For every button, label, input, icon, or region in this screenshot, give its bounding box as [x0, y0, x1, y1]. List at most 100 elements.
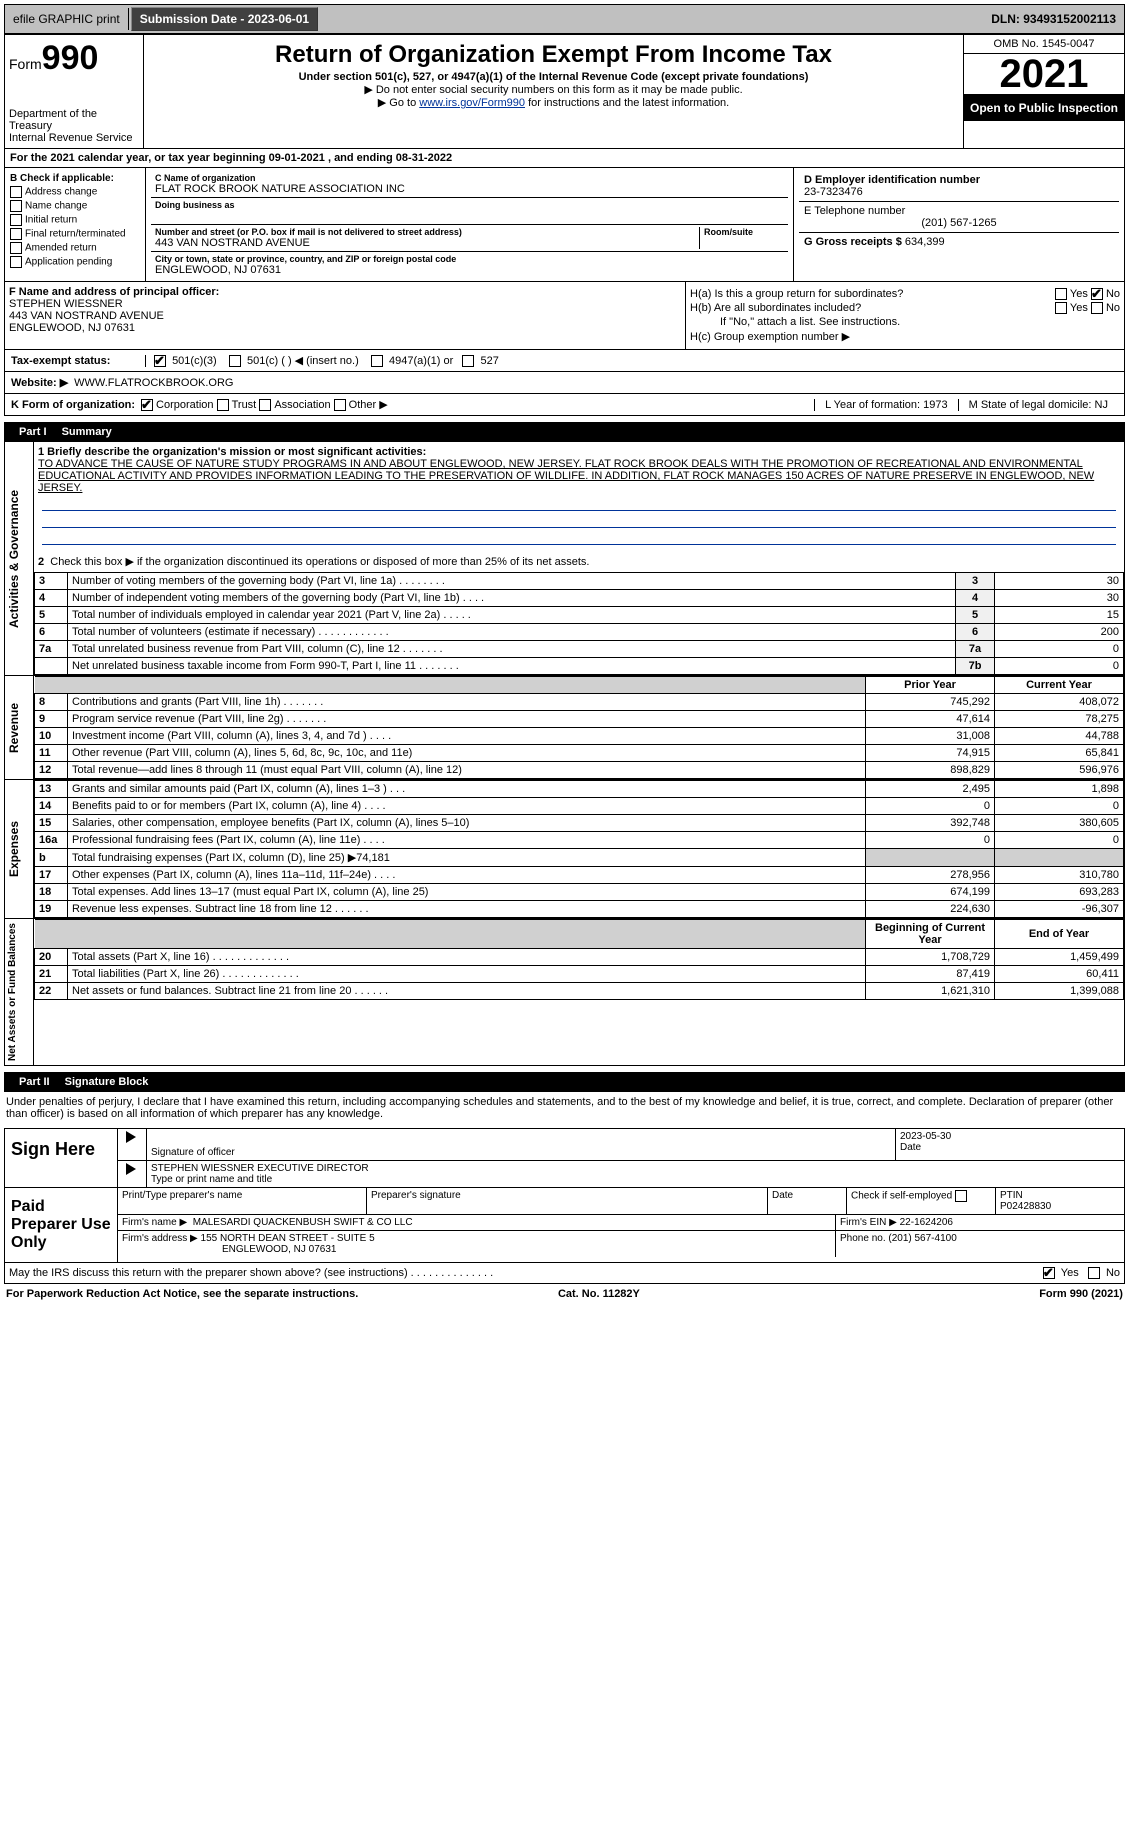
expenses-section: Expenses 13Grants and similar amounts pa… [4, 780, 1125, 919]
table-row: 13Grants and similar amounts paid (Part … [35, 781, 1124, 798]
telephone-value: (201) 567-1265 [804, 217, 1114, 229]
ha-yes[interactable] [1055, 288, 1067, 300]
top-toolbar: efile GRAPHIC print Submission Date - 20… [4, 4, 1125, 34]
perjury-declaration: Under penalties of perjury, I declare th… [4, 1092, 1125, 1124]
submission-date-button[interactable]: Submission Date - 2023-06-01 [131, 7, 318, 31]
korg-row: K Form of organization: Corporation Trus… [4, 394, 1125, 416]
revenue-section: Revenue Prior Year Current Year 8Contrib… [4, 676, 1125, 780]
org-address: 443 VAN NOSTRAND AVENUE [155, 237, 699, 249]
side-tab-governance: Activities & Governance [5, 442, 34, 675]
governance-section: Activities & Governance 1 Briefly descri… [4, 442, 1125, 676]
header-right: OMB No. 1545-0047 2021 Open to Public In… [963, 35, 1124, 148]
mission-block: 1 Briefly describe the organization's mi… [34, 442, 1124, 551]
irs-link[interactable]: www.irs.gov/Form990 [419, 97, 525, 109]
table-row: 8Contributions and grants (Part VIII, li… [35, 694, 1124, 711]
form-title: Return of Organization Exempt From Incom… [148, 41, 959, 69]
ha-no[interactable] [1091, 288, 1103, 300]
checkbox-application-pending[interactable] [10, 256, 22, 268]
period-end: 08-31-2022 [396, 152, 452, 164]
hb-no[interactable] [1091, 302, 1103, 314]
table-row: 3Number of voting members of the governi… [35, 573, 1124, 590]
org-city: ENGLEWOOD, NJ 07631 [155, 264, 784, 276]
table-row: 18Total expenses. Add lines 13–17 (must … [35, 884, 1124, 901]
open-inspection: Open to Public Inspection [964, 95, 1124, 121]
firm-ein: 22-1624206 [900, 1217, 953, 1228]
may-irs-yes[interactable] [1043, 1267, 1055, 1279]
cat-no: Cat. No. 11282Y [558, 1288, 640, 1300]
checkbox-other[interactable] [334, 399, 346, 411]
expenses-table: 13Grants and similar amounts paid (Part … [34, 780, 1124, 918]
state-domicile: NJ [1095, 399, 1108, 411]
table-row: 19Revenue less expenses. Subtract line 1… [35, 901, 1124, 918]
table-row: 5Total number of individuals employed in… [35, 607, 1124, 624]
header-left: Form990 Department of the Treasury Inter… [5, 35, 144, 148]
checkbox-501c[interactable] [229, 355, 241, 367]
form-note2: ▶ Go to www.irs.gov/Form990 for instruct… [148, 96, 959, 109]
checkbox-corporation[interactable] [141, 399, 153, 411]
checkbox-527[interactable] [462, 355, 474, 367]
signature-date: 2023-05-30 [900, 1131, 1120, 1142]
table-row: 7aTotal unrelated business revenue from … [35, 641, 1124, 658]
table-row: 11Other revenue (Part VIII, column (A), … [35, 745, 1124, 762]
ein-value: 23-7323476 [804, 186, 1114, 198]
fh-block: F Name and address of principal officer:… [4, 282, 1125, 350]
irs-label: Internal Revenue Service [9, 132, 139, 144]
website-row: Website: ▶ WWW.FLATROCKBROOK.ORG [4, 372, 1125, 394]
revenue-table: Prior Year Current Year 8Contributions a… [34, 676, 1124, 779]
status-row: Tax-exempt status: 501(c)(3) 501(c) ( ) … [4, 350, 1125, 372]
form-subtitle: Under section 501(c), 527, or 4947(a)(1)… [148, 71, 959, 83]
table-row: 4Number of independent voting members of… [35, 590, 1124, 607]
table-row: 10Investment income (Part VIII, column (… [35, 728, 1124, 745]
period-begin: 09-01-2021 [269, 152, 325, 164]
ptin-value: P02428830 [1000, 1201, 1120, 1212]
signature-area: Sign Here Signature of officer 2023-05-3… [4, 1128, 1125, 1284]
table-row: 20Total assets (Part X, line 16) . . . .… [35, 949, 1124, 966]
checkbox-4947[interactable] [371, 355, 383, 367]
year-formation: 1973 [923, 399, 947, 411]
website-url: WWW.FLATROCKBROOK.ORG [74, 377, 233, 389]
checkbox-name-change[interactable] [10, 200, 22, 212]
gross-receipts: 634,399 [905, 236, 945, 248]
checkbox-association[interactable] [259, 399, 271, 411]
checkbox-self-employed[interactable] [955, 1190, 967, 1202]
table-row: bTotal fundraising expenses (Part IX, co… [35, 849, 1124, 867]
check-b-column: B Check if applicable: Address change Na… [5, 168, 146, 281]
hb-yes[interactable] [1055, 302, 1067, 314]
block-f: F Name and address of principal officer:… [5, 282, 686, 349]
footer: For Paperwork Reduction Act Notice, see … [4, 1284, 1125, 1304]
checkbox-address-change[interactable] [10, 186, 22, 198]
period-row: For the 2021 calendar year, or tax year … [4, 149, 1125, 168]
officer-name: STEPHEN WIESSNER [9, 298, 681, 310]
checkbox-501c3[interactable] [154, 355, 166, 367]
paid-preparer-label: Paid Preparer Use Only [5, 1188, 118, 1262]
firm-name: MALESARDI QUACKENBUSH SWIFT & CO LLC [193, 1217, 413, 1228]
checkbox-amended[interactable] [10, 242, 22, 254]
form-number: 990 [42, 39, 99, 77]
form-id: Form 990 (2021) [1039, 1288, 1123, 1300]
checkbox-initial-return[interactable] [10, 214, 22, 226]
part2-header: Part II Signature Block [4, 1072, 1125, 1092]
mission-text: TO ADVANCE THE CAUSE OF NATURE STUDY PRO… [38, 458, 1120, 494]
table-row: 14Benefits paid to or for members (Part … [35, 798, 1124, 815]
dln-label: DLN: 93493152002113 [983, 8, 1124, 30]
form-header: Form990 Department of the Treasury Inter… [4, 34, 1125, 149]
block-d: D Employer identification number 23-7323… [794, 168, 1124, 281]
sign-here-label: Sign Here [5, 1129, 118, 1187]
side-tab-netassets: Net Assets or Fund Balances [5, 919, 34, 1065]
table-row: 6Total number of volunteers (estimate if… [35, 624, 1124, 641]
side-tab-expenses: Expenses [5, 780, 34, 918]
table-row: 9Program service revenue (Part VIII, lin… [35, 711, 1124, 728]
side-tab-revenue: Revenue [5, 676, 34, 779]
pra-notice: For Paperwork Reduction Act Notice, see … [6, 1288, 358, 1300]
tax-year: 2021 [964, 54, 1124, 95]
header-center: Return of Organization Exempt From Incom… [144, 35, 963, 148]
table-row: 12Total revenue—add lines 8 through 11 (… [35, 762, 1124, 779]
checkbox-final-return[interactable] [10, 228, 22, 240]
officer-typed-name: STEPHEN WIESSNER EXECUTIVE DIRECTOR [151, 1163, 1120, 1174]
may-irs-no[interactable] [1088, 1267, 1100, 1279]
governance-table: 3Number of voting members of the governi… [34, 572, 1124, 675]
efile-label: efile GRAPHIC print [5, 8, 129, 30]
netassets-table: Beginning of Current Year End of Year 20… [34, 919, 1124, 1000]
table-row: 15Salaries, other compensation, employee… [35, 815, 1124, 832]
checkbox-trust[interactable] [217, 399, 229, 411]
